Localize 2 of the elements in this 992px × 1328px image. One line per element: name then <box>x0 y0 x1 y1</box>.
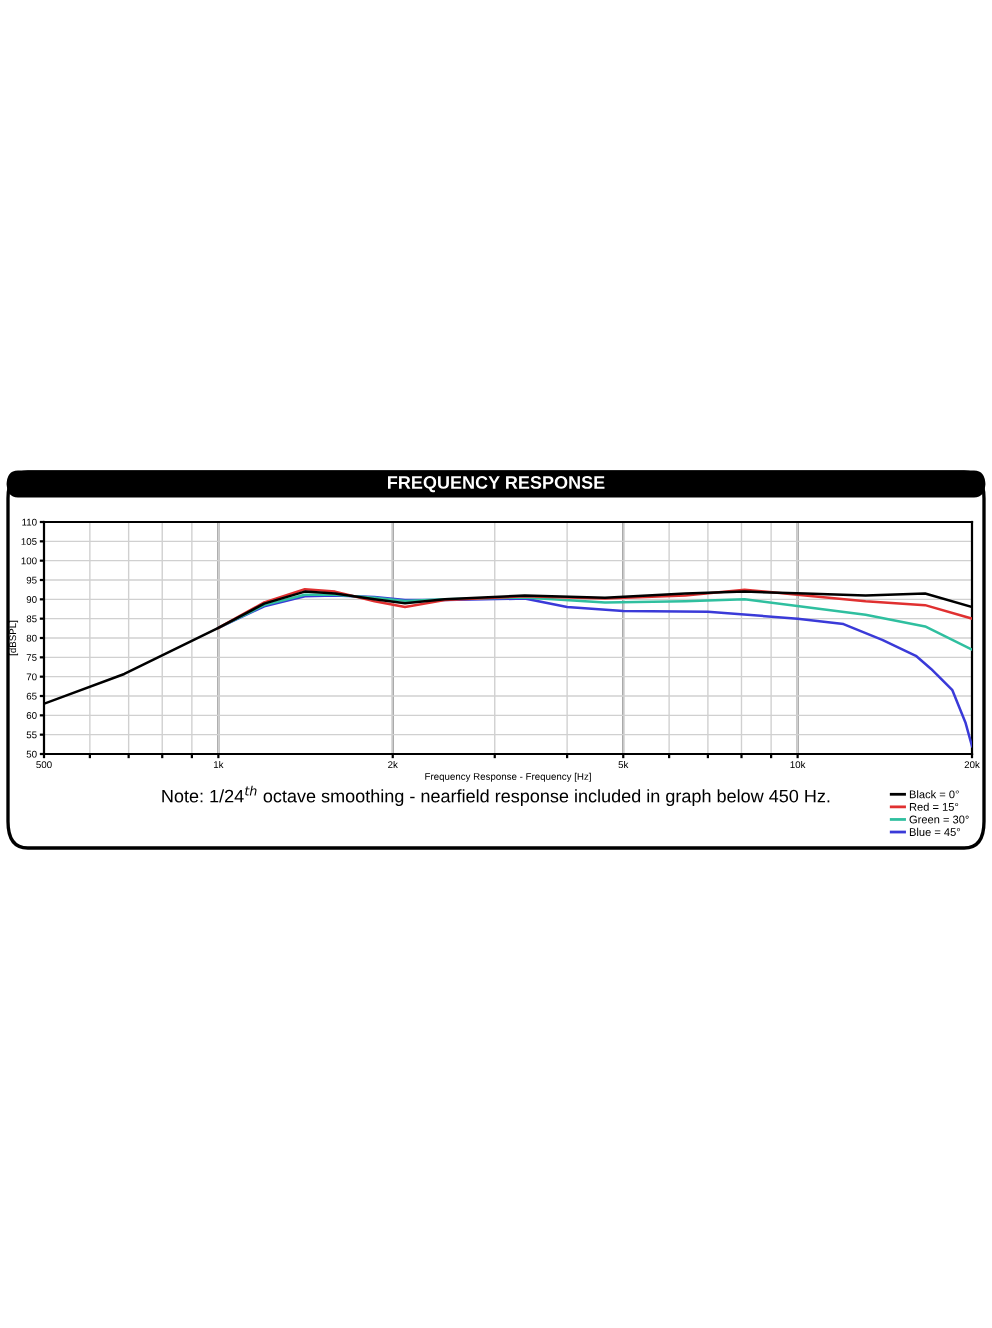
chart-title: FREQUENCY RESPONSE <box>388 476 605 493</box>
text: Note: 1/24$^{th}$ octave smoothing - nearfield response included in graph below 450 Hz. <box>162 785 830 807</box>
